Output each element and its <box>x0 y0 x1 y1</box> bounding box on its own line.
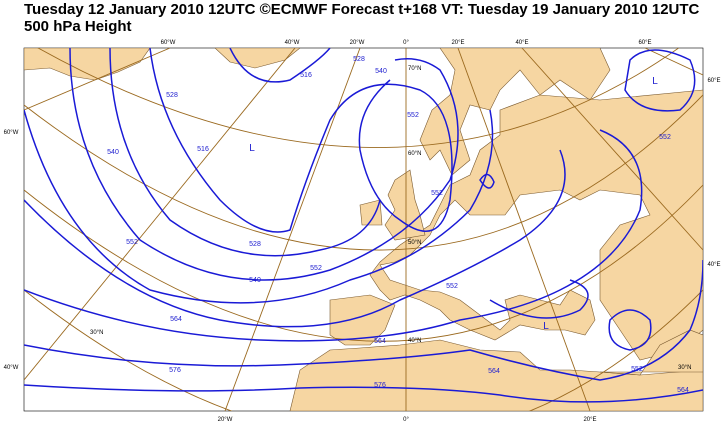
contour <box>109 48 381 257</box>
contour <box>24 384 703 403</box>
contour <box>24 149 566 328</box>
lon-label: 40°E <box>515 40 528 46</box>
contour <box>624 49 696 112</box>
lat-label: 60°N <box>408 151 421 157</box>
contour-label: 576 <box>169 367 181 374</box>
contour <box>24 259 703 381</box>
parallel <box>24 184 703 342</box>
parallel <box>24 94 703 251</box>
contours <box>24 48 703 403</box>
contour-label: 528 <box>249 241 261 248</box>
contour <box>479 173 495 189</box>
scandinavia <box>419 48 611 176</box>
lat-label: 50°N <box>408 240 421 246</box>
contour <box>608 309 652 351</box>
contour <box>149 48 453 233</box>
contour-label: 552 <box>431 190 443 197</box>
low-marker: L <box>652 76 658 87</box>
contour <box>24 109 494 304</box>
meridian <box>24 48 296 381</box>
contour <box>489 279 589 319</box>
lon-label: 20°W <box>350 40 365 46</box>
contour-label: 564 <box>677 387 689 394</box>
lat-label: 30°N <box>678 365 691 371</box>
lon-label: 40°W <box>285 40 300 46</box>
contour <box>24 129 643 342</box>
low-marker: L <box>249 143 255 154</box>
parallel <box>24 289 703 411</box>
contour-label: 552 <box>126 239 138 246</box>
parallel <box>37 48 680 148</box>
lon-label: 40°W <box>4 365 19 371</box>
contour-label: 528 <box>353 56 365 63</box>
meridian <box>24 48 171 111</box>
lon-label: 60°W <box>161 40 176 46</box>
contour-label: 516 <box>300 72 312 79</box>
contour-label: 540 <box>249 277 261 284</box>
contour <box>229 48 331 83</box>
lon-label: 60°E <box>638 40 651 46</box>
lat-label: 70°N <box>408 66 421 72</box>
contour-label: 564 <box>488 368 500 375</box>
contour-label: 552 <box>446 283 458 290</box>
contour-label: 564 <box>170 316 182 323</box>
greenland <box>214 48 301 69</box>
low-marker: L <box>543 321 549 332</box>
contour-label: 552 <box>407 112 419 119</box>
contour-label: 552 <box>659 134 671 141</box>
lat-label: 30°N <box>90 330 103 336</box>
lon-label: 40°E <box>707 262 720 268</box>
meridian <box>521 48 703 251</box>
iberia <box>329 294 396 346</box>
contour-label: 540 <box>375 68 387 75</box>
meridian <box>457 48 591 411</box>
contour-label: 576 <box>374 382 386 389</box>
ireland <box>359 199 383 226</box>
graticule <box>24 48 703 411</box>
lon-label: 0° <box>403 40 409 46</box>
lon-label: 20°E <box>583 417 596 423</box>
contour-label: 516 <box>197 146 209 153</box>
lon-label: 20°E <box>451 40 464 46</box>
title: Tuesday 12 January 2010 12UTC ©ECMWF For… <box>24 1 700 18</box>
contour-label: 528 <box>166 92 178 99</box>
contour <box>69 48 459 281</box>
lon-label: 0° <box>403 417 409 423</box>
lon-label: 60°W <box>4 130 19 136</box>
lon-label: 60°E <box>707 78 720 84</box>
contour-label: 564 <box>374 338 386 345</box>
contour-label: 552 <box>310 265 322 272</box>
britain <box>384 169 426 241</box>
contour-label: 552 <box>631 366 643 373</box>
contour-label: 540 <box>107 149 119 156</box>
lat-label: 40°N <box>408 338 421 344</box>
subtitle: 500 hPa Height <box>24 18 132 35</box>
lon-label: 20°W <box>218 417 233 423</box>
